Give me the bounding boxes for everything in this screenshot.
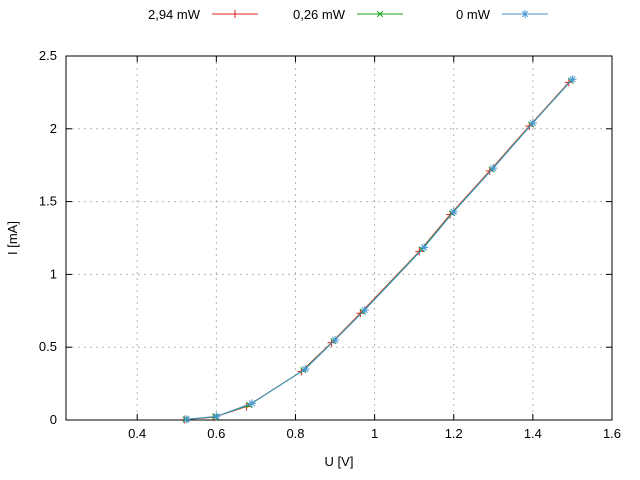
plot-border: [65, 55, 613, 421]
x-tick-label: 0.4: [128, 426, 146, 441]
legend-entry-0-26-mW: 0,26 mW: [293, 7, 403, 22]
series-0-26-mW: [182, 77, 575, 423]
y-tick-label: 2.5: [39, 48, 57, 63]
y-tick-label: 2: [50, 121, 57, 136]
asterisk-marker: [569, 76, 576, 83]
asterisk-marker: [420, 244, 428, 251]
x-tick-label: 1.6: [603, 426, 621, 441]
y-tick-label: 1: [50, 266, 57, 281]
legend-label: 0,26 mW: [293, 7, 346, 22]
x-tick-label: 0.6: [207, 426, 225, 441]
x-tick-label: 1.2: [445, 426, 463, 441]
asterisk-marker: [331, 336, 339, 344]
asterisk-marker: [302, 365, 309, 373]
series-line: [185, 80, 572, 420]
series-2-94-mW: [180, 78, 573, 424]
asterisk-marker: [490, 164, 497, 172]
x-tick-label: 0.8: [286, 426, 304, 441]
y-tick-label: 0: [50, 412, 57, 427]
legend-entry-0-mW: 0 mW: [456, 7, 548, 22]
series-line: [184, 82, 570, 421]
series-0-mW: [182, 75, 577, 424]
asterisk-marker: [529, 119, 537, 127]
x-tick-label: 1: [371, 426, 378, 441]
asterisk-marker: [361, 306, 368, 314]
cross-marker: [376, 10, 384, 18]
x-axis-label: U [V]: [325, 454, 354, 469]
legend-entry-2-94-mW: 2,94 mW: [148, 7, 258, 22]
y-tick-label: 1.5: [39, 194, 57, 209]
asterisk-marker: [183, 416, 190, 423]
y-axis-label: I [mA]: [5, 221, 20, 255]
series-line: [186, 78, 573, 420]
asterisk-marker: [450, 208, 457, 215]
asterisk-marker: [248, 400, 256, 407]
legend-label: 2,94 mW: [148, 7, 201, 22]
y-tick-label: 0.5: [39, 339, 57, 354]
x-tick-label: 1.4: [524, 426, 542, 441]
legend-label: 0 mW: [456, 7, 491, 22]
asterisk-marker: [521, 10, 529, 18]
asterisk-marker: [213, 413, 220, 420]
